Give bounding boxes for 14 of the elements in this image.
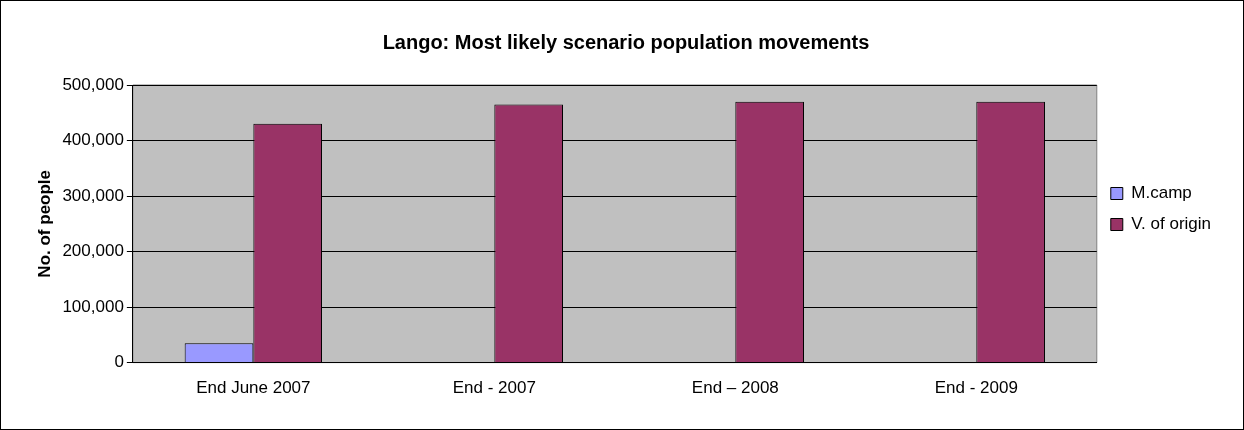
x-tick-label: End - 2009 bbox=[934, 378, 1018, 398]
y-tick-label: 200,000 bbox=[62, 241, 124, 261]
y-tick-label: 300,000 bbox=[62, 185, 124, 205]
chart-title: Lango: Most likely scenario population movements bbox=[382, 30, 870, 53]
x-tick-label: End – 2008 bbox=[691, 378, 779, 398]
legend-label: M.camp bbox=[1131, 183, 1192, 203]
y-tick-label: 100,000 bbox=[62, 296, 124, 316]
y-tick-label: 500,000 bbox=[62, 74, 124, 94]
y-tick-label: 400,000 bbox=[62, 130, 124, 150]
y-axis-title: No. of people bbox=[34, 169, 54, 278]
x-tick-label: End June 2007 bbox=[196, 378, 311, 398]
y-tick-label: 0 bbox=[114, 352, 124, 372]
x-tick-label: End - 2007 bbox=[452, 378, 536, 398]
legend-label: V. of origin bbox=[1131, 214, 1212, 234]
